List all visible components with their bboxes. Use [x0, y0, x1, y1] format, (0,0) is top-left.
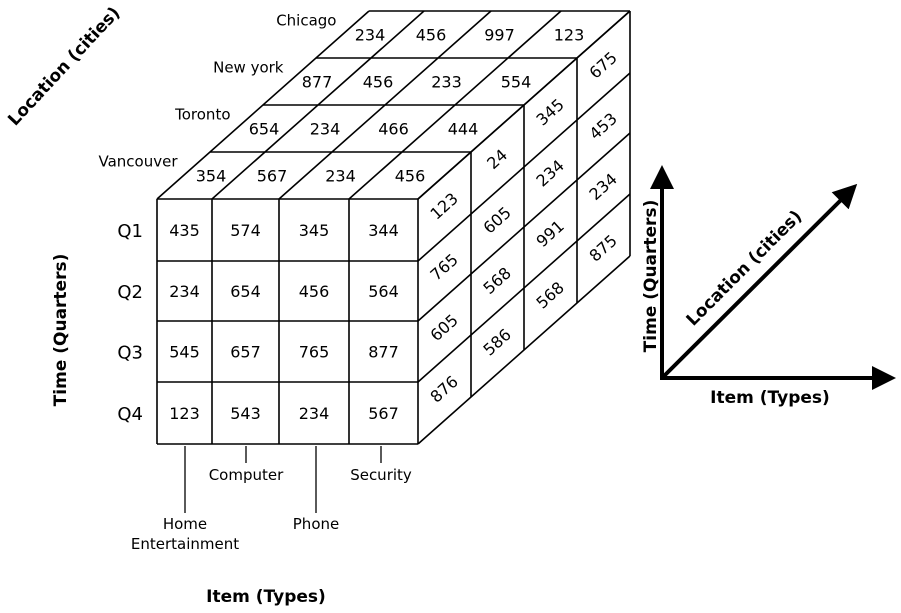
item-label-computer: Computer: [209, 466, 284, 484]
top-cell-new-york-item-3: 233: [431, 73, 462, 92]
quarter-label-q2: Q2: [117, 282, 143, 303]
cell-q2-item-2: 654: [230, 282, 261, 301]
cell-q4-item-3: 234: [299, 404, 330, 423]
city-label-vancouver: Vancouver: [99, 153, 179, 171]
side-cell-chicago-q3: 234: [585, 169, 620, 204]
cube-axis-title-time: Time (Quarters): [51, 254, 71, 407]
legend-label-item: Item (Types): [710, 388, 830, 408]
side-cell-toronto-q3: 568: [479, 263, 514, 298]
cell-q2-item-1: 234: [169, 282, 200, 301]
side-cell-chicago-q4: 875: [585, 231, 620, 266]
side-cell-vancouver-q3: 605: [426, 310, 461, 345]
top-cell-vancouver-item-3: 234: [325, 167, 356, 186]
legend-label-location: Location (cities): [683, 207, 807, 331]
cell-q4-item-1: 123: [169, 404, 200, 423]
cell-q3-item-4: 877: [368, 343, 399, 362]
side-cell-toronto-q1: 24: [483, 145, 511, 173]
top-cell-new-york-item-1: 877: [302, 73, 333, 92]
item-label-security: Security: [350, 466, 412, 484]
side-cell-vancouver-q4: 876: [426, 372, 461, 407]
top-cell-toronto-item-4: 444: [448, 120, 479, 139]
side-cell-toronto-q4: 586: [479, 325, 514, 360]
city-label-chicago: Chicago: [276, 12, 336, 30]
cell-q1-item-2: 574: [230, 221, 261, 240]
top-cell-vancouver-item-4: 456: [395, 167, 426, 186]
side-cell-chicago-q1: 675: [585, 48, 620, 83]
item-label-home-entertainment: Home Entertainment: [131, 515, 239, 553]
top-cell-chicago-item-1: 234: [355, 26, 386, 45]
cell-q3-item-2: 657: [230, 343, 261, 362]
axes-legend: Time (Quarters) Location (cities) Item (Ty…: [641, 165, 896, 408]
quarter-label-q4: Q4: [117, 404, 143, 425]
cell-q4-item-4: 567: [368, 404, 399, 423]
side-cell-vancouver-q1: 123: [426, 189, 461, 224]
top-cell-chicago-item-3: 997: [484, 26, 515, 45]
cube-axis-title-item: Item (Types): [206, 587, 326, 607]
quarter-label-q3: Q3: [117, 343, 143, 364]
cube-grid: [156, 10, 631, 445]
cell-q4-item-2: 543: [230, 404, 261, 423]
cell-q2-item-3: 456: [299, 282, 330, 301]
cell-q2-item-4: 564: [368, 282, 399, 301]
city-label-toronto: Toronto: [174, 106, 230, 124]
cell-q1-item-4: 344: [368, 221, 399, 240]
cell-q3-item-1: 545: [169, 343, 200, 362]
side-cell-new-york-q4: 568: [532, 278, 567, 313]
top-cell-vancouver-item-2: 567: [257, 167, 288, 186]
top-cell-chicago-item-4: 123: [554, 26, 585, 45]
cell-q1-item-1: 435: [169, 221, 200, 240]
item-label-phone: Phone: [293, 515, 339, 533]
side-cell-new-york-q2: 234: [532, 156, 567, 191]
cube-labels: 435 574 345 344 234 654 456 564 545 657 765 877 123 5…: [4, 3, 621, 607]
side-cell-toronto-q2: 605: [479, 203, 514, 238]
top-cell-new-york-item-2: 456: [363, 73, 394, 92]
side-cell-vancouver-q2: 765: [426, 250, 461, 285]
top-cell-toronto-item-1: 654: [249, 120, 280, 139]
legend-location-arrow: [660, 183, 858, 380]
side-cell-chicago-q2: 453: [585, 109, 620, 144]
cell-q1-item-3: 345: [299, 221, 330, 240]
cube-axis-title-location: Location (cities): [4, 3, 124, 130]
city-label-new-york: New york: [213, 59, 284, 77]
quarter-label-q1: Q1: [117, 221, 143, 242]
top-cell-chicago-item-2: 456: [416, 26, 447, 45]
top-cell-toronto-item-3: 466: [378, 120, 409, 139]
cell-q3-item-3: 765: [299, 343, 330, 362]
top-cell-toronto-item-2: 234: [310, 120, 341, 139]
legend-label-time: Time (Quarters): [641, 200, 661, 353]
side-cell-new-york-q3: 991: [532, 216, 567, 251]
side-cell-new-york-q1: 345: [532, 95, 567, 130]
top-cell-vancouver-item-1: 354: [196, 167, 227, 186]
top-cell-new-york-item-4: 554: [501, 73, 532, 92]
